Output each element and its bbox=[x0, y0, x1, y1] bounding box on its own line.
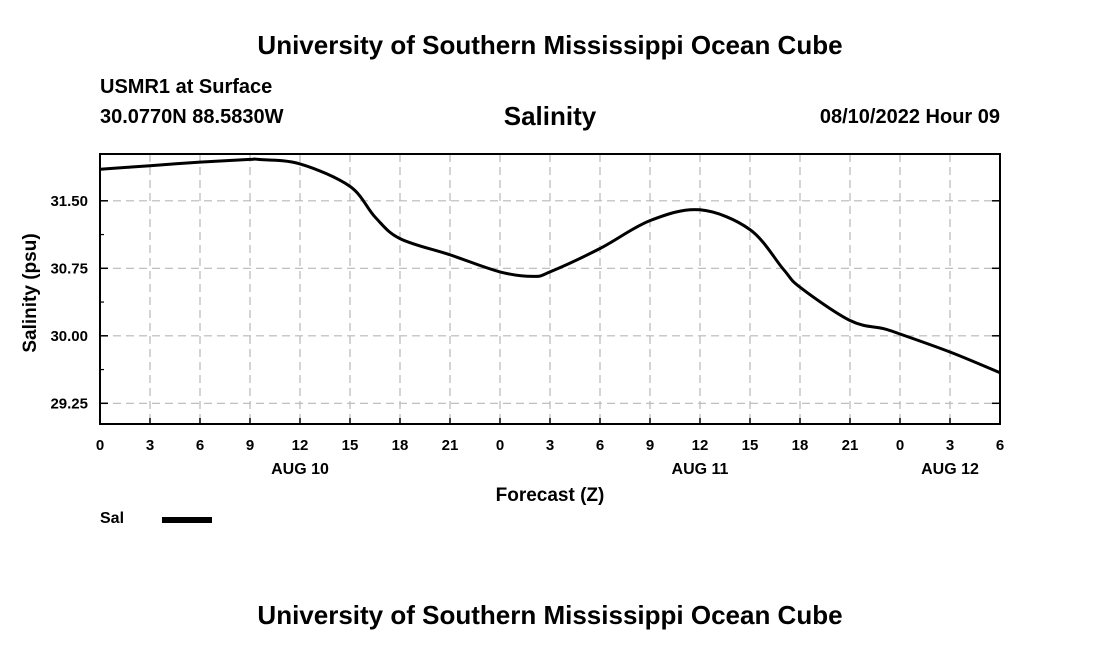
x-tick-label: 15 bbox=[342, 437, 359, 454]
x-tick-label: 9 bbox=[246, 437, 254, 454]
series-layer bbox=[100, 157, 1000, 375]
x-tick-label: 0 bbox=[96, 437, 104, 454]
main-title: University of Southern Mississippi Ocean… bbox=[257, 30, 843, 60]
y-tick-label: 30.75 bbox=[50, 260, 88, 277]
x-tick-label: 3 bbox=[946, 437, 954, 454]
series-line-sal bbox=[100, 157, 1000, 375]
station-label: USMR1 at Surface bbox=[100, 76, 273, 98]
y-tick-label: 30.00 bbox=[50, 328, 88, 345]
y-tick-label: 31.50 bbox=[50, 193, 88, 210]
x-tick-label: 12 bbox=[292, 437, 309, 454]
date-label: AUG 12 bbox=[921, 461, 979, 478]
x-tick-label: 0 bbox=[896, 437, 904, 454]
date-label: AUG 10 bbox=[271, 461, 329, 478]
date-label: AUG 11 bbox=[672, 461, 729, 478]
y-tick-label: 29.25 bbox=[50, 395, 88, 412]
x-tick-label: 3 bbox=[546, 437, 554, 454]
x-tick-label: 6 bbox=[196, 437, 204, 454]
chart-title: Salinity bbox=[503, 101, 597, 131]
x-tick-label: 15 bbox=[742, 437, 759, 454]
x-tick-label: 18 bbox=[392, 437, 409, 454]
x-tick-label: 6 bbox=[996, 437, 1004, 454]
x-tick-label: 21 bbox=[842, 437, 859, 454]
footer-title: University of Southern Mississippi Ocean… bbox=[257, 600, 843, 630]
grid-lines bbox=[100, 154, 1000, 424]
x-tick-label: 3 bbox=[146, 437, 154, 454]
forecast-datetime: 08/10/2022 Hour 09 bbox=[819, 106, 1000, 128]
legend-swatch-sal bbox=[162, 517, 212, 523]
x-tick-label: 18 bbox=[792, 437, 809, 454]
x-tick-label: 9 bbox=[646, 437, 654, 454]
x-tick-label: 6 bbox=[596, 437, 604, 454]
legend-label-sal: Sal bbox=[100, 510, 125, 527]
x-axis-label: Forecast (Z) bbox=[496, 485, 605, 506]
coordinates-label: 30.0770N 88.5830W bbox=[100, 106, 284, 128]
x-tick-label: 0 bbox=[496, 437, 504, 454]
x-tick-label: 21 bbox=[442, 437, 459, 454]
plot-frame bbox=[99, 153, 1001, 425]
y-axis-label: Salinity (psu) bbox=[20, 233, 41, 352]
axis-labels: 0 3 6 9 12 15 18 21 0 3 6 9 12 15 18 21 0 3 6 29.25 30.00 30.… bbox=[20, 193, 1004, 506]
x-tick-label: 12 bbox=[692, 437, 709, 454]
